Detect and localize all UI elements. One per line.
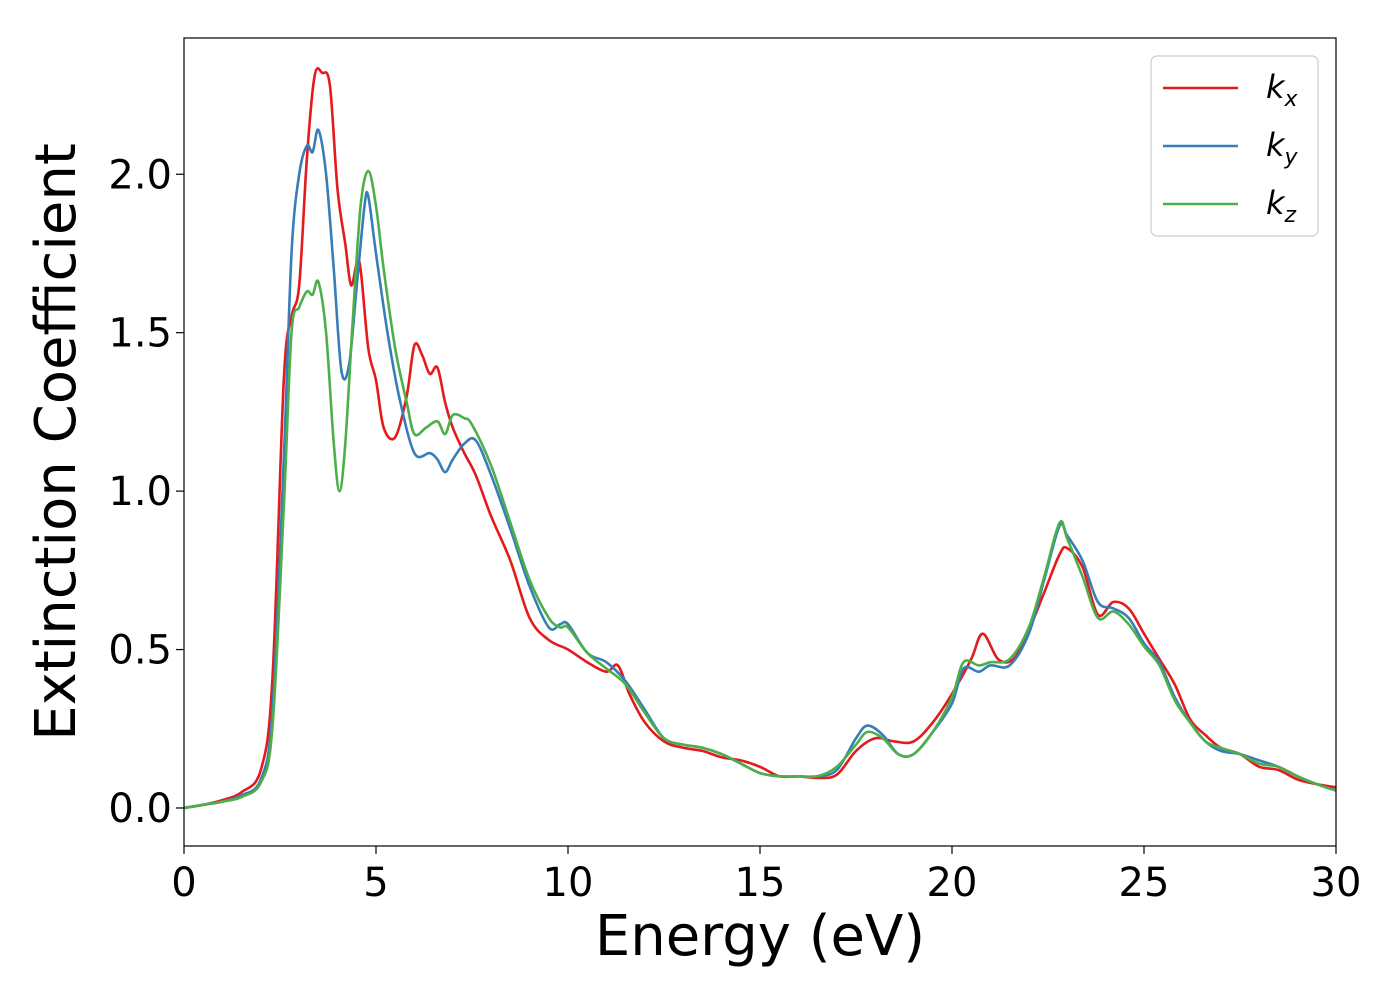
y-tick-label: 1.5 [108, 311, 172, 357]
y-tick-label: 0.0 [108, 786, 172, 832]
y-tick-label: 0.5 [108, 628, 172, 674]
y-axis: 0.0 0.5 1.0 1.5 2.0 [108, 152, 184, 832]
x-tick-label: 30 [1311, 860, 1362, 906]
x-tick-label: 15 [735, 860, 786, 906]
y-tick-label: 1.0 [108, 469, 172, 515]
x-axis-title: Energy (eV) [595, 904, 925, 969]
series-line-kx [184, 67, 1336, 810]
x-tick-label: 25 [1119, 860, 1170, 906]
x-tick-label: 5 [363, 860, 388, 906]
x-tick-label: 10 [543, 860, 594, 906]
series-line-ky [184, 128, 1336, 810]
legend-label-ky: ky [1266, 126, 1299, 170]
legend-label-kx: kx [1266, 68, 1299, 112]
y-tick-label: 2.0 [108, 152, 172, 198]
x-tick-label: 0 [171, 860, 196, 906]
y-axis-title: Extinction Coefficient [24, 143, 89, 741]
series-layer [184, 67, 1336, 810]
x-axis: 0 5 10 15 20 25 30 [171, 846, 1361, 906]
series-line-kz [184, 169, 1336, 810]
x-tick-label: 20 [927, 860, 978, 906]
